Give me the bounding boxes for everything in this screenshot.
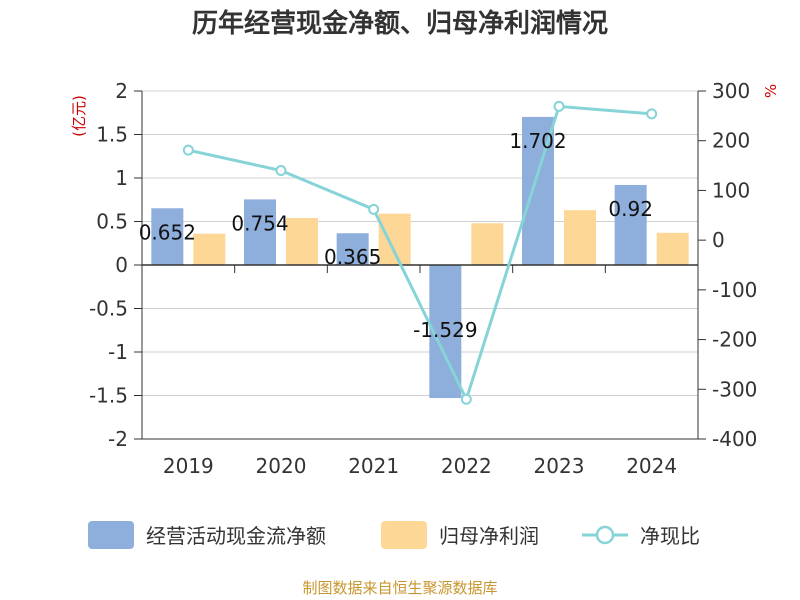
legend-swatch-net-profit <box>381 521 427 549</box>
legend-swatch-cash-flow <box>88 521 134 549</box>
ratio-line-path <box>188 104 652 404</box>
net-profit-bar <box>656 232 689 265</box>
cash-flow-data-label: -1.529 <box>413 318 477 342</box>
cash-flow-data-label: 0.652 <box>139 220 196 244</box>
y2-tick-label: -400 <box>712 427 757 451</box>
x-tick-label: 2021 <box>348 454 399 478</box>
cash-flow-data-label: 0.365 <box>324 245 381 269</box>
y-tick-label: -1 <box>108 340 128 364</box>
cash-flow-bar <box>614 184 647 265</box>
axes: 2 1.5 1 0.5 0 -0.5 -1 -1.5 -2 300 200 100 0 -100 -200 -… <box>89 79 757 478</box>
y-tick-label: -0.5 <box>89 297 128 321</box>
y-tick-label: -2 <box>108 427 128 451</box>
x-tick-label: 2023 <box>534 454 585 478</box>
ratio-point <box>460 393 472 405</box>
ratio-line <box>182 100 658 405</box>
y-tick-label: 0.5 <box>96 210 128 234</box>
left-axis-unit: (亿元) <box>70 95 88 137</box>
y2-tick-label: 300 <box>712 79 750 103</box>
y2-tick-label: -100 <box>712 278 757 302</box>
y-tick-label: 1 <box>115 166 128 190</box>
x-tick-label: 2019 <box>163 454 214 478</box>
y-tick-label: 1.5 <box>96 123 128 147</box>
legend-label-ratio: 净现比 <box>640 524 700 548</box>
ratio-point <box>182 144 194 156</box>
source-note: 制图数据来自恒生聚源数据库 <box>302 579 497 597</box>
y2-tick-label: -200 <box>712 328 757 352</box>
x-tick-label: 2024 <box>626 454 677 478</box>
gridlines <box>142 90 698 440</box>
cash-flow-data-label: 1.702 <box>509 129 566 153</box>
cash-flow-data-label: 0.92 <box>608 197 653 221</box>
right-axis-unit: % <box>762 84 780 98</box>
chart-title: 历年经营现金净额、归母净利润情况 <box>192 8 608 39</box>
data-labels: 0.652 0.754 0.365 -1.529 1.702 0.92 <box>139 129 653 342</box>
ratio-point <box>646 108 658 120</box>
net-profit-bar <box>471 223 504 265</box>
net-profit-bar <box>564 210 596 265</box>
net-profit-bar <box>193 233 226 265</box>
x-tick-label: 2022 <box>441 454 492 478</box>
y2-tick-label: 0 <box>712 228 725 252</box>
y2-tick-label: 100 <box>712 178 750 202</box>
cash-flow-data-label: 0.754 <box>231 211 288 235</box>
net-profit-bar <box>378 213 411 265</box>
y-tick-label: 0 <box>115 253 128 277</box>
ratio-point <box>553 100 565 112</box>
cash-flow-bar <box>244 199 276 265</box>
legend-swatch-ratio-marker <box>595 525 615 545</box>
cash-flow-bar <box>151 208 184 265</box>
y-tick-label: 2 <box>115 79 128 103</box>
ratio-point <box>275 165 287 177</box>
y2-tick-label: -300 <box>712 377 757 401</box>
ratio-point <box>368 203 380 215</box>
legend: 经营活动现金流净额 归母净利润 净现比 <box>88 521 700 549</box>
legend-label-cash-flow: 经营活动现金流净额 <box>146 524 326 548</box>
y-tick-label: -1.5 <box>89 384 128 408</box>
y2-tick-label: 200 <box>712 129 750 153</box>
legend-label-net-profit: 归母净利润 <box>439 524 539 548</box>
cash-flow-bar <box>336 233 369 265</box>
x-tick-label: 2020 <box>256 454 307 478</box>
net-profit-bar <box>286 218 318 265</box>
